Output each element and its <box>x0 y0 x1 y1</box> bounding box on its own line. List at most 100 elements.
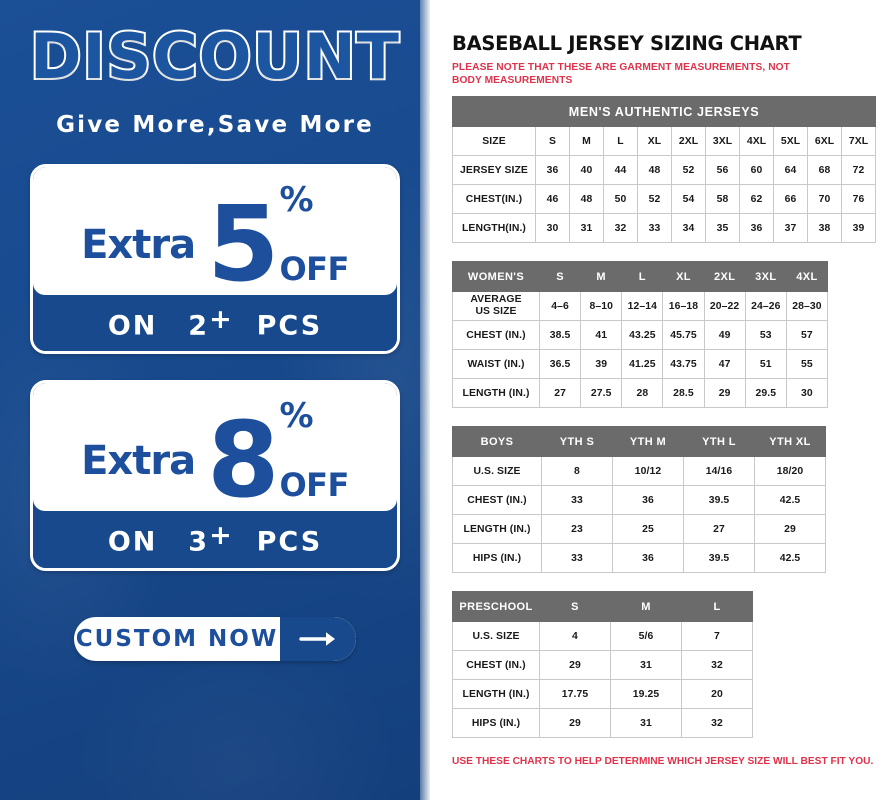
promo-tagline: Give More,Save More <box>56 112 374 138</box>
cell-mens-2-0: 30 <box>535 213 570 244</box>
cell-mens-1-2: 50 <box>603 184 638 215</box>
column-header-womens-1: S <box>538 261 582 293</box>
cell-womens-2-5: 51 <box>744 349 787 380</box>
cell-preschool-3-1: 31 <box>610 708 682 739</box>
cell-preschool-0-2: 7 <box>681 621 753 652</box>
row-label-mens-0: JERSEY SIZE <box>452 155 536 186</box>
cell-boys-0-2: 14/16 <box>683 456 755 487</box>
cell-boys-2-0: 23 <box>541 514 613 545</box>
table-banner-mens: MEN'S AUTHENTIC JERSEYS <box>451 96 877 128</box>
cell-womens-3-0: 27 <box>538 378 582 409</box>
column-header-preschool-2: M <box>610 591 682 623</box>
coupon-percent-sign-5: % <box>279 180 314 220</box>
custom-now-button[interactable]: CUSTOM NOW <box>74 616 356 661</box>
sizing-table-mens: MEN'S AUTHENTIC JERSEYS SIZE S M L XL 2XL 3XL 4X… <box>451 96 877 244</box>
cell-womens-1-0: 38.5 <box>538 320 582 351</box>
cell-mens-0-3: 48 <box>637 155 672 186</box>
sizing-tables-container: MEN'S AUTHENTIC JERSEYS SIZE S M L XL 2XL 3XL 4X… <box>451 96 883 739</box>
column-header-womens-2: M <box>580 261 623 293</box>
column-header-mens-9: 6XL <box>807 126 842 157</box>
coupon-extra-label-8: Extra <box>81 438 196 485</box>
column-header-mens-8: 5XL <box>773 126 808 157</box>
column-header-boys-4: YTH XL <box>754 426 826 458</box>
cell-mens-0-1: 40 <box>569 155 604 186</box>
coupon-top-5: Extra 5 % OFF <box>33 167 397 305</box>
coupon-condition-qty-5: 2 <box>188 310 210 342</box>
row-label-preschool-1: CHEST (IN.) <box>452 650 540 681</box>
cell-mens-2-6: 36 <box>739 213 774 244</box>
row-label-preschool-3: HIPS (IN.) <box>452 708 540 739</box>
cell-womens-3-6: 30 <box>785 378 828 409</box>
cell-mens-0-8: 68 <box>807 155 842 186</box>
cell-womens-1-6: 57 <box>785 320 828 351</box>
coupon-condition-sup-5: + <box>209 304 234 335</box>
cell-mens-0-2: 44 <box>603 155 638 186</box>
cell-mens-1-4: 54 <box>671 184 706 215</box>
sizing-table-boys: BOYS YTH S YTH M YTH L YTH XL U.S. SIZE 8 10/12… <box>452 426 826 574</box>
table-row: HIPS (IN.) 33 36 39.5 42.5 <box>452 543 826 574</box>
coupon-condition-sup-8: + <box>209 520 234 552</box>
custom-now-label: CUSTOM NOW <box>75 625 279 652</box>
cell-mens-0-9: 72 <box>840 155 877 186</box>
cell-womens-0-1: 8–10 <box>580 291 623 322</box>
table-row: CHEST(IN.) 46 48 50 52 54 58 62 66 70 76 <box>452 184 877 215</box>
cell-preschool-1-1: 31 <box>610 650 682 681</box>
table-row: CHEST (IN.) 29 31 32 <box>452 650 753 681</box>
sizing-table-preschool: PRESCHOOL S M L U.S. SIZE 4 5/6 7 CHEST (IN.) 29 3… <box>452 591 753 739</box>
row-label-womens-3: LENGTH (IN.) <box>452 378 540 409</box>
table-banner-row: MEN'S AUTHENTIC JERSEYS <box>451 96 877 128</box>
cell-mens-0-0: 36 <box>535 155 570 186</box>
discount-promo-panel: DISCOUNT Give More,Save More Extra 5 % O… <box>0 0 430 800</box>
coupon-card-5-percent[interactable]: Extra 5 % OFF ON 2+ PCS <box>30 164 400 355</box>
chart-usage-note: USE THESE CHARTS TO HELP DETERMINE WHICH… <box>452 756 874 768</box>
cell-womens-0-4: 20–22 <box>703 291 746 322</box>
row-label-mens-2: LENGTH(IN.) <box>452 213 536 244</box>
cell-mens-2-8: 38 <box>807 213 842 244</box>
cell-boys-1-2: 39.5 <box>683 485 755 516</box>
cell-mens-0-4: 52 <box>671 155 706 186</box>
column-header-mens-7: 4XL <box>739 126 774 157</box>
column-header-preschool-1: S <box>539 591 611 623</box>
coupon-number-5: 5 <box>207 182 279 305</box>
row-label-mens-1: CHEST(IN.) <box>452 184 536 215</box>
row-label-boys-2: LENGTH (IN.) <box>452 514 542 545</box>
column-header-womens-0: WOMEN'S <box>452 261 540 293</box>
column-header-womens-5: 2XL <box>703 261 746 293</box>
table-row: WAIST (IN.) 36.5 39 41.25 43.75 47 51 55 <box>452 349 828 380</box>
sizing-chart-panel: BASEBALL JERSEY SIZING CHART PLEASE NOTE… <box>430 0 888 800</box>
cell-boys-0-3: 18/20 <box>754 456 826 487</box>
cell-mens-1-0: 46 <box>535 184 570 215</box>
table-row: LENGTH (IN.) 23 25 27 29 <box>452 514 826 545</box>
column-header-mens-1: S <box>535 126 570 157</box>
cell-boys-2-2: 27 <box>683 514 755 545</box>
row-label-womens-1: CHEST (IN.) <box>452 320 540 351</box>
cell-womens-2-4: 47 <box>703 349 746 380</box>
coupon-condition-qty-8: 3 <box>188 526 210 558</box>
table-header-row: BOYS YTH S YTH M YTH L YTH XL <box>452 426 826 458</box>
cell-mens-0-7: 64 <box>773 155 808 186</box>
table-row: AVERAGE US SIZE 4–6 8–10 12–14 16–18 20–22 24–2… <box>452 291 828 322</box>
table-row: JERSEY SIZE 36 40 44 48 52 56 60 64 68 72 <box>452 155 877 186</box>
table-row: LENGTH (IN.) 17.75 19.25 20 <box>452 679 753 710</box>
cell-mens-2-4: 34 <box>671 213 706 244</box>
coupon-card-8-percent[interactable]: Extra 8 % OFF ON 3+ PCS <box>30 380 400 571</box>
cell-womens-0-0: 4–6 <box>538 291 582 322</box>
table-header-row: SIZE S M L XL 2XL 3XL 4XL 5XL 6XL 7XL <box>452 126 877 157</box>
coupon-condition-on-5: ON <box>107 310 158 342</box>
arrow-right-icon[interactable] <box>280 616 356 661</box>
cell-preschool-1-0: 29 <box>539 650 611 681</box>
cell-boys-3-0: 33 <box>541 543 613 574</box>
cell-mens-1-3: 52 <box>637 184 672 215</box>
coupon-off-label-5: OFF <box>279 250 349 288</box>
cell-womens-2-1: 39 <box>580 349 623 380</box>
cell-boys-0-0: 8 <box>541 456 613 487</box>
coupon-top-8: Extra 8 % OFF <box>33 383 397 512</box>
row-label-boys-3: HIPS (IN.) <box>452 543 542 574</box>
cell-womens-0-3: 16–18 <box>662 291 705 322</box>
column-header-womens-4: XL <box>662 261 705 293</box>
cell-mens-2-5: 35 <box>705 213 740 244</box>
row-label-womens-2: WAIST (IN.) <box>452 349 540 380</box>
table-row: LENGTH (IN.) 27 27.5 28 28.5 29 29.5 30 <box>452 378 828 409</box>
table-row: LENGTH(IN.) 30 31 32 33 34 35 36 37 38 39 <box>452 213 877 244</box>
